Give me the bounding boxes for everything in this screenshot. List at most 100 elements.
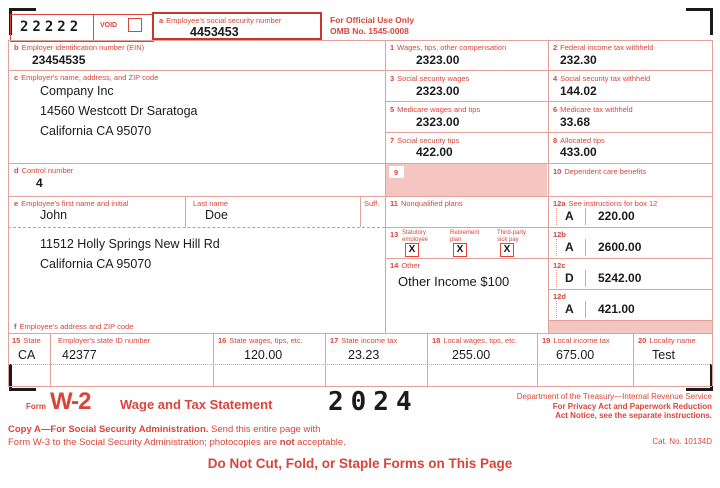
divider: [556, 208, 557, 225]
copy-a-line2-b: acceptable.: [294, 437, 346, 448]
divider: [8, 386, 712, 387]
box-1-label: Wages, tips, other compensation: [397, 43, 507, 52]
box-c-num: c: [14, 73, 19, 82]
box-7-label: Social security tips: [397, 136, 460, 145]
box-5-num: 5: [390, 105, 395, 114]
omb-number: OMB No. 1545-0008: [330, 25, 409, 36]
box-5-value[interactable]: 2323.00: [416, 115, 460, 129]
box-a-num: a: [159, 16, 164, 25]
third-party-sick-pay-label-2: sick pay: [497, 236, 519, 243]
box-3-num: 3: [390, 74, 395, 83]
box-3-label: Social security wages: [397, 74, 470, 83]
retirement-plan-label-1: Retirement: [450, 230, 480, 236]
divider: [633, 333, 634, 386]
divider: [548, 289, 712, 290]
retirement-plan-checkbox[interactable]: X: [453, 243, 467, 257]
ein-value[interactable]: 23454535: [32, 53, 86, 67]
copy-a-not: not: [279, 437, 295, 448]
box-4-value[interactable]: 144.02: [560, 84, 597, 98]
box-6-value[interactable]: 33.68: [560, 115, 591, 129]
box-18-num: 18: [432, 336, 441, 345]
divider: [8, 333, 712, 334]
box-14-num: 14: [390, 261, 399, 270]
employee-city[interactable]: California CA 95070: [40, 257, 152, 271]
box-8-num: 8: [553, 136, 558, 145]
employee-street[interactable]: 11512 Holly Springs New Hill Rd: [40, 237, 220, 251]
box-10-label: Dependent care benefits: [564, 167, 647, 176]
box-10-num: 10: [553, 167, 562, 176]
employee-first-name[interactable]: John: [40, 208, 68, 222]
control-number-value[interactable]: 4: [36, 176, 43, 190]
box-15-num: 15: [12, 336, 21, 345]
state-id-value[interactable]: 42377: [62, 348, 97, 362]
box-11-label: Nonqualified plans: [400, 199, 463, 208]
box-4-num: 4: [553, 74, 558, 83]
divider: [8, 227, 385, 228]
box-3-value[interactable]: 2323.00: [416, 84, 460, 98]
employer-name[interactable]: Company Inc: [40, 84, 114, 98]
box-12c-amount[interactable]: 5242.00: [598, 271, 642, 285]
catalog-number: Cat. No. 10134D: [652, 437, 712, 446]
employee-last-name[interactable]: Doe: [205, 208, 228, 222]
divider: [385, 40, 386, 333]
do-not-cut-warning: Do Not Cut, Fold, or Staple Forms on Thi…: [207, 456, 513, 471]
box-12b-amount[interactable]: 2600.00: [598, 240, 642, 254]
local-wages-label: Local wages, tips, etc.: [443, 336, 518, 345]
box-12b-code[interactable]: A: [565, 240, 574, 254]
void-checkbox[interactable]: [128, 18, 142, 32]
box-1-value[interactable]: 2323.00: [416, 53, 460, 67]
divider: [325, 333, 326, 386]
box-b-num: b: [14, 43, 19, 52]
box-5-label: Medicare wages and tips: [397, 105, 481, 114]
divider: [8, 40, 712, 41]
box-a-label: Employee's social security number: [166, 16, 282, 25]
box-d-label: Control number: [21, 166, 74, 175]
employer-street[interactable]: 14560 Westcott Dr Saratoga: [40, 104, 198, 118]
box-14-value[interactable]: Other Income $100: [398, 274, 510, 289]
box-12d-code[interactable]: A: [565, 302, 574, 316]
box-8-value[interactable]: 433.00: [560, 145, 597, 159]
box-12c-code[interactable]: D: [565, 271, 574, 285]
divider: [556, 301, 557, 318]
divider: [548, 40, 549, 333]
ssn-box: a Employee's social security number 44534…: [152, 12, 322, 40]
box-20-num: 20: [638, 336, 647, 345]
form-code: 22222: [20, 19, 83, 35]
statutory-employee-checkbox[interactable]: X: [405, 243, 419, 257]
local-tax-label: Local income tax: [553, 336, 610, 345]
employer-city[interactable]: California CA 95070: [40, 124, 152, 138]
box-16-num: 16: [218, 336, 227, 345]
box-f-num: f: [14, 322, 17, 331]
last-name-label: Last name: [193, 199, 229, 208]
box-7-num: 7: [390, 136, 395, 145]
box-13-num: 13: [390, 230, 399, 239]
state-label: State: [23, 336, 41, 345]
local-wages-value[interactable]: 255.00: [452, 348, 491, 362]
state-tax-value[interactable]: 23.23: [348, 348, 380, 362]
box-e-num: e: [14, 199, 19, 208]
box-2-value[interactable]: 232.30: [560, 53, 597, 67]
box-6-num: 6: [553, 105, 558, 114]
corner-mark-bottom-right: [686, 364, 713, 391]
state-wages-value[interactable]: 120.00: [244, 348, 283, 362]
statutory-employee-label-1: Statutory: [402, 230, 427, 236]
box-b-label: Employer identification number (EIN): [21, 43, 145, 52]
local-tax-value[interactable]: 675.00: [556, 348, 595, 362]
copy-a-rest: Send this entire page with: [208, 424, 321, 435]
copy-a-line2-a: Form W-3 to the Social Security Administ…: [8, 437, 280, 448]
shaded-strip: [549, 321, 712, 333]
box-12d-amount[interactable]: 421.00: [598, 302, 635, 316]
state-value[interactable]: CA: [18, 348, 36, 362]
box-e-label: Employee's first name and initial: [21, 199, 129, 208]
box-12a-code[interactable]: A: [565, 209, 574, 223]
third-party-sick-pay-label-1: Third-party: [497, 230, 527, 236]
ssn-value[interactable]: 4453453: [190, 25, 239, 39]
divider: [556, 270, 557, 287]
locality-value[interactable]: Test: [652, 348, 675, 362]
third-party-sick-pay-checkbox[interactable]: X: [500, 243, 514, 257]
box-12a-amount[interactable]: 220.00: [598, 209, 635, 223]
box-7-value[interactable]: 422.00: [416, 145, 453, 159]
copy-a-lead: Copy A—For Social Security Administratio…: [8, 424, 209, 435]
box-12c-num: 12c: [553, 261, 566, 270]
